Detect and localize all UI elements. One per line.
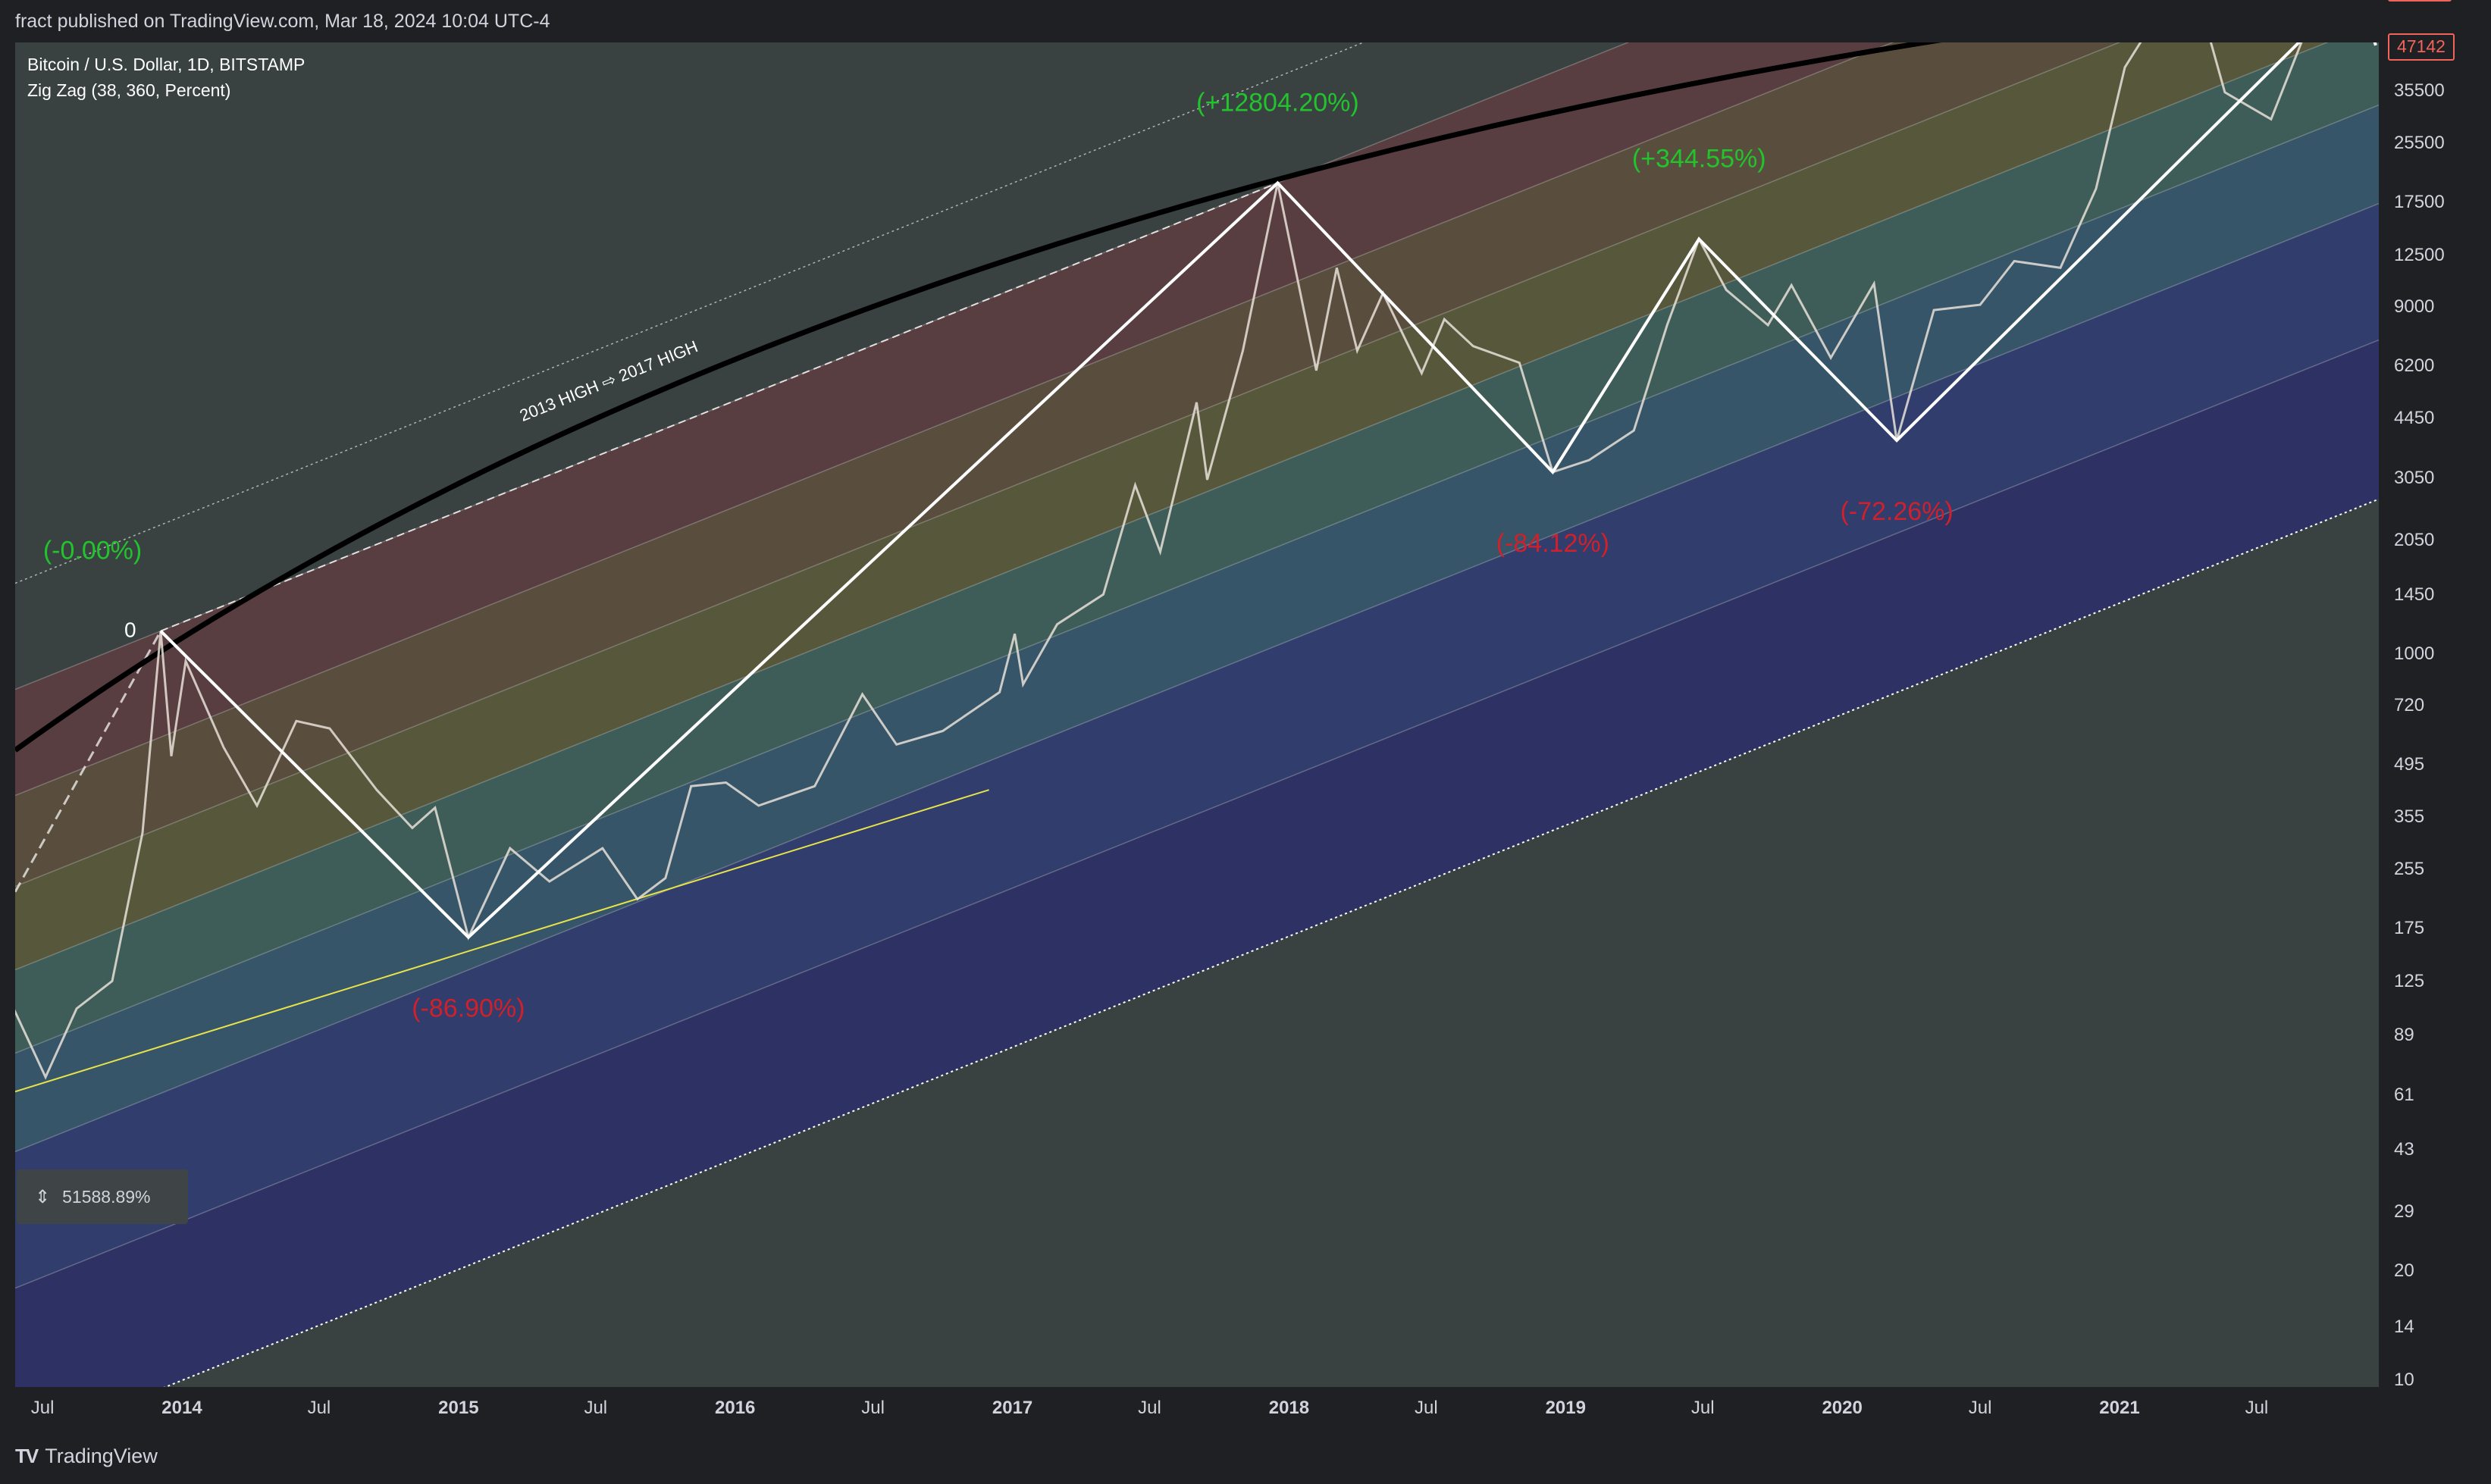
price-series (15, 42, 2377, 1080)
pivot-label: (-86.90%) (412, 994, 525, 1023)
resistance-curve (15, 42, 1942, 753)
band-boundary-line (15, 42, 1894, 797)
y-tick-label: 10 (2394, 1370, 2414, 1390)
price-chart[interactable]: 2013 HIGH ⇨ 2017 HIGH(-0.00%)(-86.90%)(+… (15, 42, 2379, 1387)
rainbow-band (15, 105, 2379, 1152)
price-tag: 47142 (2388, 33, 2455, 61)
y-tick-label: 6200 (2394, 355, 2435, 376)
pivot-label: (-84.12%) (1496, 529, 1609, 558)
y-tick-label: 61 (2394, 1084, 2414, 1105)
y-tick-label: 12500 (2394, 245, 2445, 266)
band-boundary-line (15, 104, 2379, 1054)
zero-label: 0 (124, 618, 136, 642)
x-tick-label: 2015 (438, 1398, 479, 1418)
tradingview-logo-icon: TV (15, 1445, 39, 1467)
y-tick-label: 720 (2394, 695, 2425, 715)
x-tick-label: Jul (1138, 1398, 1161, 1418)
pivot-label: (-72.26%) (1840, 497, 1953, 526)
trendline-2013-2017 (160, 182, 1278, 632)
y-tick-label: 14 (2394, 1316, 2414, 1337)
y-tick-label: 1450 (2394, 584, 2435, 606)
indicator-line[interactable]: Zig Zag (38, 360, Percent) (27, 80, 231, 100)
measure-value: 51588.89% (62, 1186, 151, 1207)
symbol-line[interactable]: Bitcoin / U.S. Dollar, 1D, BITSTAMP (27, 55, 306, 74)
y-tick-label: 175 (2394, 918, 2425, 939)
x-tick-label: Jul (1415, 1398, 1438, 1418)
y-tick-label: 355 (2394, 806, 2425, 828)
x-tick-label: Jul (1690, 1398, 1715, 1418)
pivot-label: (-0.00%) (43, 537, 142, 565)
x-tick-label: 2021 (2099, 1398, 2140, 1418)
y-tick-label: 20 (2394, 1260, 2414, 1281)
y-tick-label: 25500 (2394, 132, 2445, 153)
chart-area[interactable]: 2013 HIGH ⇨ 2017 HIGH (-0.00%) (-86.90%) (+… (15, 42, 2379, 1387)
pivot-label: (+344.55%) (1632, 144, 1766, 173)
y-tick-label: 89 (2394, 1025, 2414, 1046)
x-tick-label: Jul (861, 1398, 885, 1418)
tradingview-logo-text: TradingView (45, 1445, 158, 1467)
chart-legend[interactable]: Bitcoin / U.S. Dollar, 1D, BITSTAMP Zig … (27, 52, 305, 103)
band-boundary-line (15, 202, 2379, 1153)
y-tick-label: 3050 (2394, 467, 2435, 488)
y-tick-label: 29 (2394, 1201, 2414, 1223)
pivot-label: (+12804.20%) (1196, 88, 1359, 117)
y-tick-label: 9000 (2394, 296, 2435, 318)
rainbow-band (15, 203, 2379, 1288)
rainbow-band (15, 340, 2379, 1387)
y-tick-label: 495 (2394, 753, 2425, 775)
x-tick-label: 2017 (992, 1398, 1033, 1418)
tradingview-logo[interactable]: TV TradingView (15, 1445, 158, 1468)
zigzag-line (159, 42, 2377, 940)
x-tick-label: 2016 (715, 1398, 756, 1418)
x-tick-label: Jul (2245, 1398, 2269, 1418)
y-tick-label: 4450 (2394, 407, 2435, 428)
support-line (15, 789, 989, 1093)
x-tick-label: 2019 (1545, 1398, 1586, 1418)
y-tick-label: 2050 (2394, 530, 2435, 551)
y-tick-label: 43 (2394, 1139, 2414, 1160)
y-tick-label: 1000 (2394, 643, 2435, 664)
time-axis[interactable]: Jul 2014 Jul 2015 Jul 2016 Jul 2017 Jul 2018 Jul 20… (0, 1387, 2491, 1429)
measure-arrows-icon: ⇕ (35, 1186, 51, 1207)
x-tick-label: Jul (584, 1398, 608, 1418)
y-tick-label: 255 (2394, 859, 2425, 879)
price-tag: 67278 (2388, 0, 2452, 2)
top-bar: fract published on TradingView.com, Mar … (0, 0, 2491, 42)
x-tick-label: Jul (1968, 1398, 1992, 1418)
footer: TV TradingView (0, 1429, 2491, 1484)
x-tick-label: Jul (30, 1398, 55, 1418)
x-tick-label: 2018 (1268, 1398, 1310, 1418)
band-boundary-line (15, 42, 2329, 971)
y-tick-label: 35500 (2394, 80, 2445, 101)
x-tick-label: 2020 (1822, 1398, 1863, 1418)
price-axis[interactable]: 10 14 20 29 43 61 89 125 175 255 355 495 720 1000 1450… (2379, 0, 2491, 1390)
x-tick-label: Jul (307, 1398, 331, 1418)
publisher-line: fract published on TradingView.com, Mar … (15, 11, 550, 32)
y-tick-label: 125 (2394, 971, 2425, 992)
y-tick-label: 17500 (2394, 192, 2445, 212)
x-tick-label: 2014 (161, 1398, 202, 1418)
rainbow-band (15, 42, 2379, 1054)
band-boundary-line (15, 339, 2379, 1289)
measure-badge[interactable]: ⇕ 51588.89% (17, 1169, 188, 1224)
